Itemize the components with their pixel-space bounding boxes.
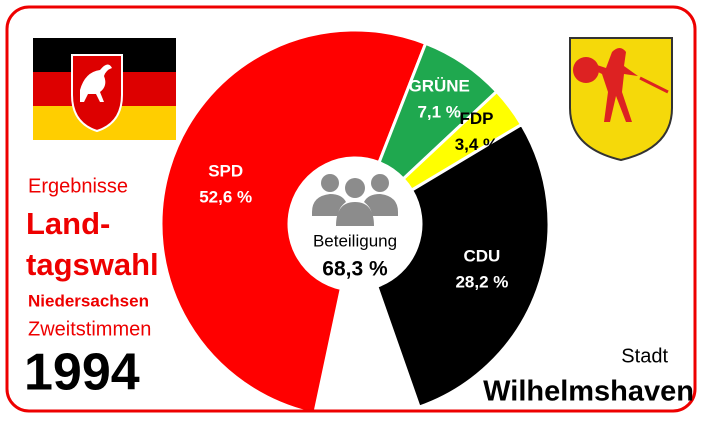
year: 1994 (24, 344, 140, 402)
segment-label: SPD (208, 162, 243, 181)
value-label: 52,6 % (199, 188, 252, 207)
title-line: Niedersachsen (28, 291, 149, 310)
value-label: 28,2 % (455, 272, 508, 291)
segment-label: CDU (464, 246, 501, 265)
people-icon (312, 174, 398, 226)
value-label: 3,4 % (455, 135, 498, 154)
segment-label: GRÜNE (408, 76, 469, 95)
title-line: tagswahl (26, 247, 159, 282)
donut (159, 28, 551, 411)
place-prefix: Stadt (621, 345, 668, 367)
title-line: Land- (26, 206, 110, 241)
coat-of-arms (569, 37, 673, 162)
title-line: Zweitstimmen (28, 318, 151, 340)
center-value: 68,3 % (322, 258, 388, 281)
flag (33, 38, 176, 140)
place: Wilhelmshaven (483, 376, 694, 408)
frame (5, 5, 697, 413)
title-line: Ergebnisse (28, 175, 128, 197)
value-label: 7,1 % (417, 102, 460, 121)
segment-label: FDP (459, 109, 493, 128)
center-label: Beteiligung (313, 231, 397, 250)
